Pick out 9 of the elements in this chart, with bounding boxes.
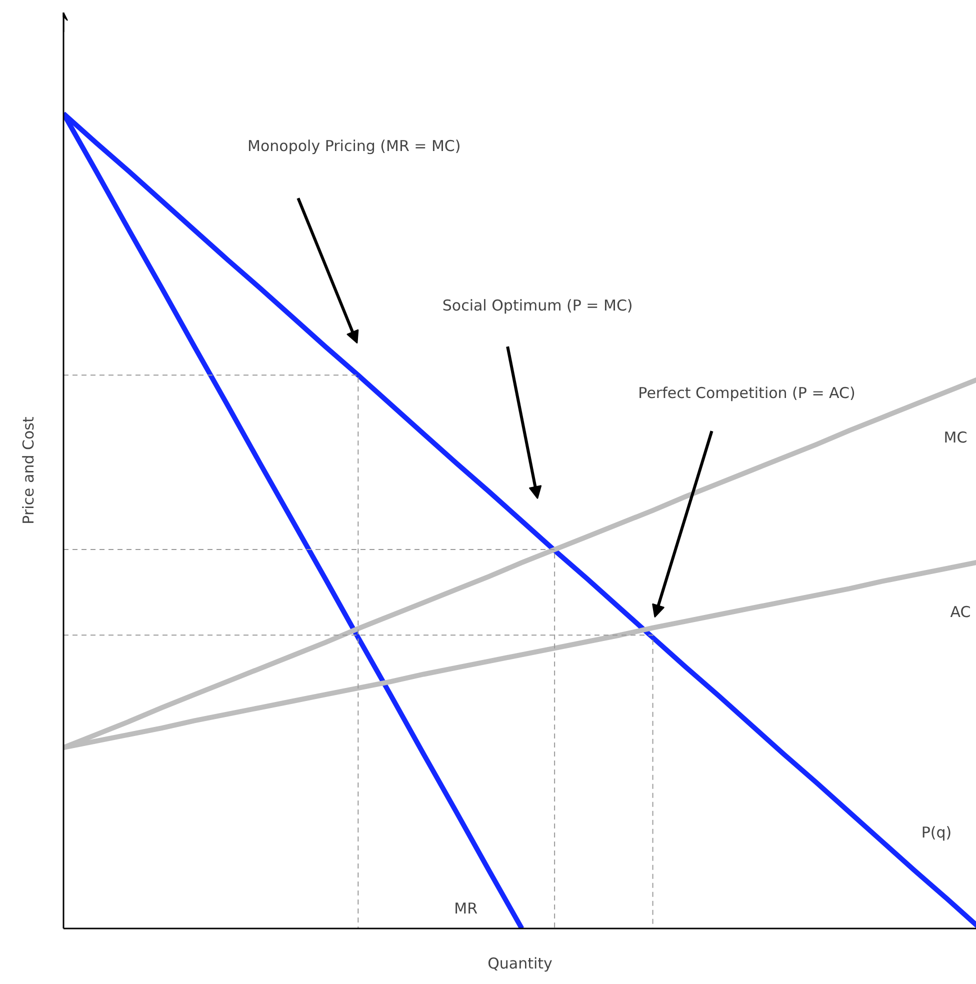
text: MC	[944, 428, 968, 446]
x-axis-title: Quantity	[488, 954, 553, 972]
annotation: Monopoly Pricing (MR = MC)	[248, 137, 461, 156]
series-label: MR	[454, 900, 478, 918]
text: AC	[950, 602, 971, 621]
series-label: P(q)	[921, 824, 952, 842]
annotation: Social Optimum (P = MC)	[442, 296, 633, 315]
y-axis-title: Price and Cost	[20, 416, 38, 524]
annotation: Perfect Competition (P = AC)	[638, 384, 856, 402]
